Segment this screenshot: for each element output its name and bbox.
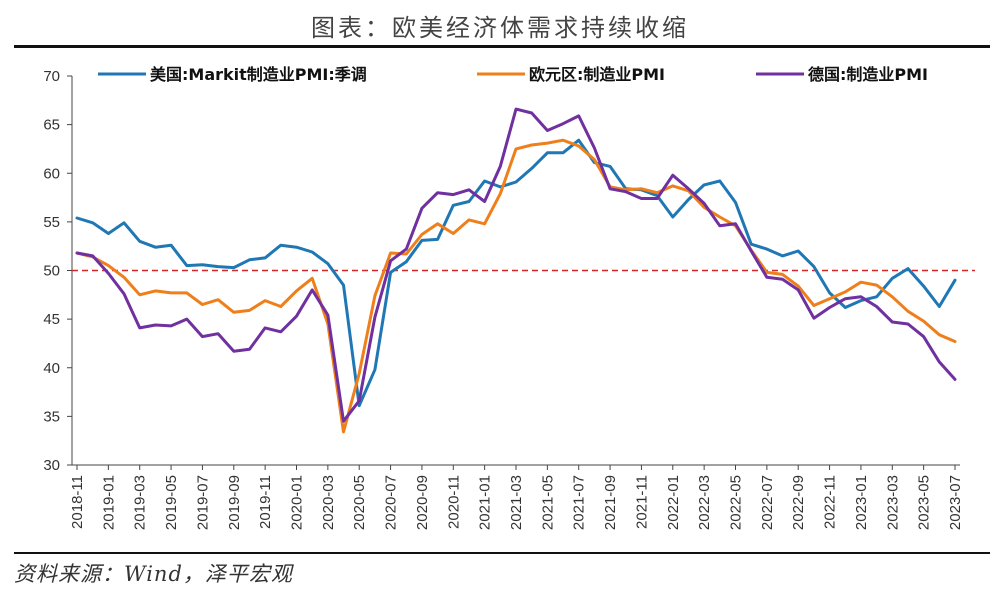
x-tick-label: 2021-09 — [602, 475, 619, 530]
x-tick-label: 2022-09 — [790, 475, 807, 530]
y-tick-label: 45 — [43, 311, 60, 328]
title-underline — [14, 45, 990, 48]
x-tick-label: 2020-11 — [445, 475, 462, 529]
x-tick-label: 2020-09 — [414, 475, 431, 530]
axes: 30 35 40 45 50 55 60 65 70 2018-11 2019-01 2019-03 2… — [43, 68, 964, 530]
source-note: 资料来源：Wind，泽平宏观 — [14, 562, 293, 586]
y-tick-label: 35 — [43, 408, 60, 425]
x-tick-label: 2019-09 — [226, 475, 243, 530]
x-tick-label: 2019-11 — [257, 475, 274, 529]
legend-label-1: 美国:Markit制造业PMI:季调 — [150, 65, 367, 84]
x-tick-label: 2019-03 — [132, 475, 149, 530]
x-tick-label: 2023-01 — [853, 475, 870, 530]
chart-title: 图表：欧美经济体需求持续收缩 — [311, 14, 689, 42]
series-line-3 — [75, 107, 957, 423]
x-tick-label: 2023-05 — [916, 475, 933, 530]
x-tick-label: 2020-07 — [383, 475, 400, 530]
y-tick-label: 55 — [43, 214, 60, 231]
x-tick-label: 2022-01 — [665, 475, 682, 530]
x-tick-label: 2023-07 — [947, 475, 964, 530]
y-tick-label: 50 — [43, 263, 60, 280]
x-tick-label: 2022-07 — [759, 475, 776, 530]
x-tick-label: 2022-03 — [696, 475, 713, 530]
series-line-1 — [75, 138, 957, 408]
x-tick-label: 2020-03 — [320, 475, 337, 530]
x-tick-label: 2022-05 — [728, 475, 745, 530]
x-tick-label: 2019-07 — [194, 475, 211, 530]
legend: 美国:Markit制造业PMI:季调 欧元区:制造业PMI 德国:制造业PMI — [98, 65, 928, 84]
x-tick-label: 2021-11 — [633, 475, 650, 529]
x-tick-label: 2021-03 — [508, 475, 525, 530]
y-tick-label: 60 — [43, 165, 60, 182]
y-tick-label: 70 — [43, 68, 60, 85]
series-line-2 — [75, 138, 957, 434]
x-tick-label: 2020-01 — [289, 475, 306, 530]
x-tick-label: 2021-05 — [539, 475, 556, 530]
series-group — [75, 107, 957, 434]
legend-label-3: 德国:制造业PMI — [808, 65, 928, 84]
x-tick-label: 2022-11 — [822, 475, 839, 529]
x-tick-label: 2020-05 — [351, 475, 368, 530]
x-tick-label: 2019-01 — [100, 475, 117, 530]
x-tick-label: 2023-03 — [884, 475, 901, 530]
x-tick-label: 2019-05 — [163, 475, 180, 530]
legend-label-2: 欧元区:制造业PMI — [529, 65, 665, 84]
x-tick-label: 2018-11 — [69, 475, 86, 529]
x-tick-label: 2021-07 — [571, 475, 588, 530]
y-tick-label: 40 — [43, 360, 60, 377]
y-tick-label: 30 — [43, 457, 60, 474]
footer-rule — [14, 552, 990, 554]
y-tick-label: 65 — [43, 117, 60, 134]
pmi-line-chart: 30 35 40 45 50 55 60 65 70 2018-11 2019-01 2019-03 2… — [43, 65, 975, 530]
x-tick-label: 2021-01 — [477, 475, 494, 530]
